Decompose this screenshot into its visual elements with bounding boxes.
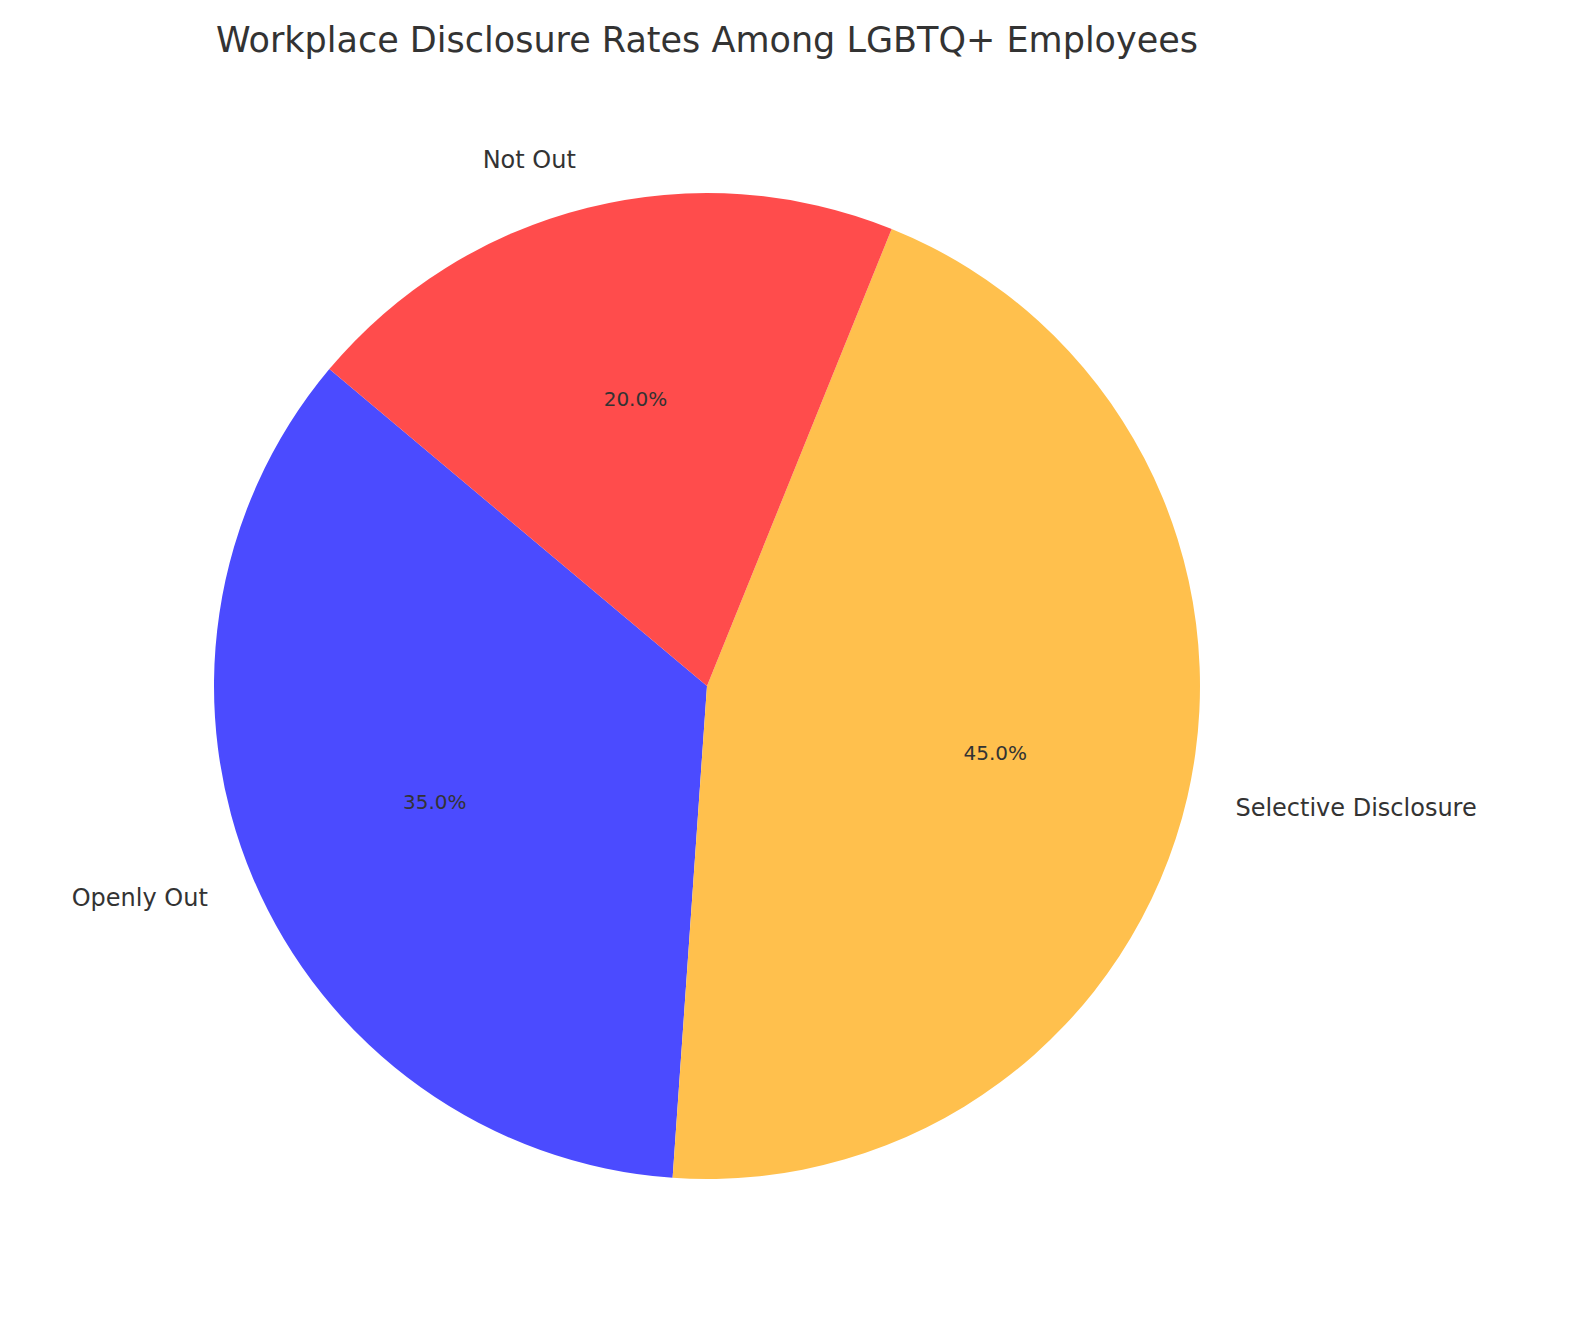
chart: Workplace Disclosure Rates Among LGBTQ+ … [0, 0, 1591, 1322]
data-label: 45.0% [963, 741, 1027, 765]
category-label: Openly Out [72, 884, 208, 912]
slice [329, 193, 891, 686]
title: Workplace Disclosure Rates Among LGBTQ+ … [216, 20, 1198, 60]
data-label: 35.0% [403, 790, 467, 814]
labels: Openly Out Selective Disclosure Not Out 35.… [72, 146, 1477, 912]
category-label: Not Out [483, 146, 576, 174]
category-label: Selective Disclosure [1235, 794, 1476, 822]
pie [214, 193, 1200, 1179]
data-label: 20.0% [604, 387, 668, 411]
